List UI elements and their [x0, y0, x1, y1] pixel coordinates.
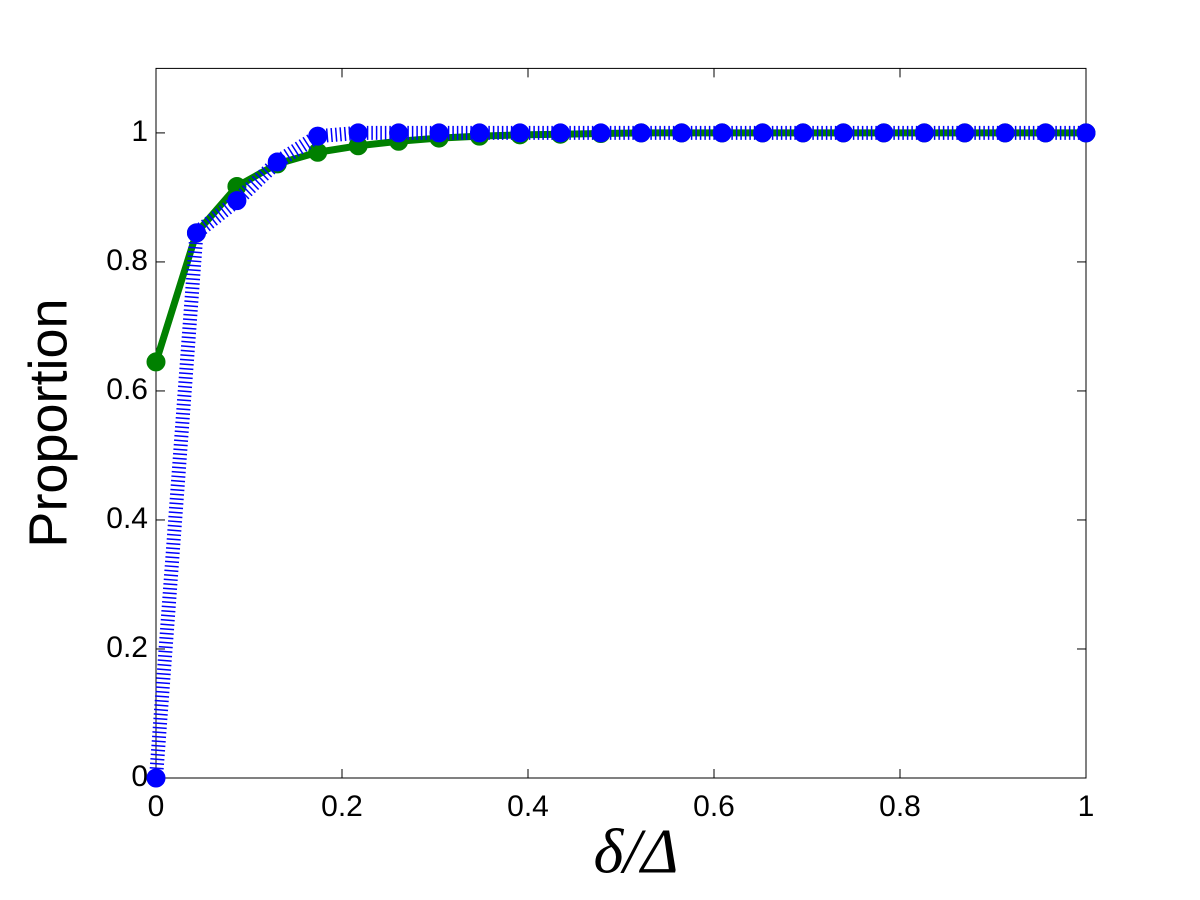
data-point: [995, 123, 1015, 143]
data-point: [591, 123, 611, 143]
x-tick-label: 0: [148, 790, 165, 823]
y-axis-label: Proportion: [18, 298, 78, 547]
x-tick-label: 0.4: [507, 790, 549, 823]
data-point: [389, 123, 409, 143]
data-point: [308, 126, 328, 146]
y-tick-label: 0: [131, 760, 148, 793]
x-tick-label: 0.2: [321, 790, 363, 823]
data-point: [510, 123, 530, 143]
data-point: [631, 123, 651, 143]
data-point: [672, 123, 692, 143]
data-point: [146, 768, 166, 788]
data-point: [429, 123, 449, 143]
data-point: [753, 123, 773, 143]
y-tick-label: 1: [131, 115, 148, 148]
data-point: [833, 123, 853, 143]
data-point: [186, 223, 206, 243]
data-point: [1076, 123, 1096, 143]
data-point: [955, 123, 975, 143]
data-point: [712, 123, 732, 143]
plot-frame: [155, 67, 1087, 779]
data-point: [874, 123, 894, 143]
x-tick-label: 0.8: [879, 790, 921, 823]
x-tick-label: 0.6: [693, 790, 735, 823]
y-tick-label: 0.8: [106, 244, 148, 277]
data-point: [1036, 123, 1056, 143]
data-point: [308, 142, 328, 162]
data-point: [267, 152, 287, 172]
x-axis-label: δ/Δ: [593, 816, 678, 887]
data-point: [914, 123, 934, 143]
data-point: [469, 123, 489, 143]
data-point: [227, 191, 247, 211]
y-tick-label: 0.2: [106, 631, 148, 664]
y-tick-label: 0.4: [106, 502, 148, 535]
data-point: [348, 123, 368, 143]
x-tick-label: 1: [1078, 790, 1095, 823]
data-point: [146, 352, 166, 372]
data-point: [550, 123, 570, 143]
y-tick-label: 0.6: [106, 373, 148, 406]
data-point: [793, 123, 813, 143]
